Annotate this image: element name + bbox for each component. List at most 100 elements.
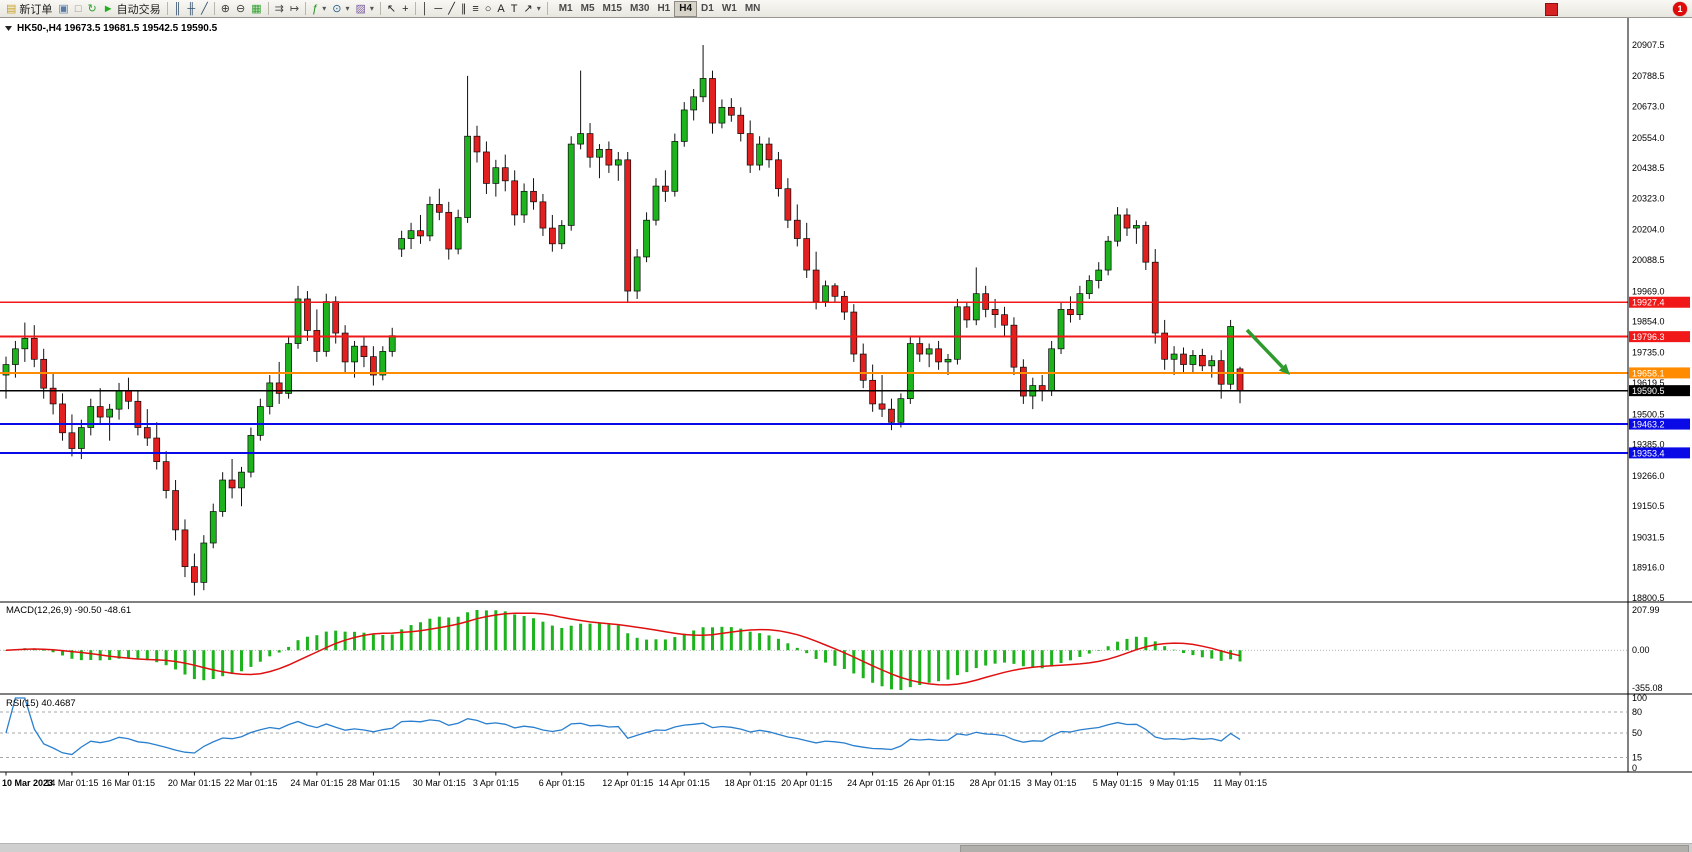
- macd-histogram-bar: [880, 650, 884, 687]
- periods-button[interactable]: ⊙ ▾: [329, 1, 352, 17]
- macd-histogram-bar: [758, 633, 762, 651]
- time-axis-label: 12 Apr 01:15: [602, 778, 653, 788]
- print-button[interactable]: ▣: [55, 1, 71, 17]
- candle-body: [1067, 309, 1074, 316]
- candle-body: [49, 387, 57, 405]
- arrows-button[interactable]: ↗ ▾: [520, 1, 543, 17]
- candle-body: [143, 427, 151, 439]
- timeframe-m1[interactable]: M1: [558, 2, 573, 14]
- line-chart-mode-button[interactable]: ╱: [198, 1, 211, 17]
- h-scrollbar-thumb[interactable]: [960, 845, 1689, 852]
- bar-chart-icon: ║: [173, 2, 182, 15]
- timeframe-mn[interactable]: MN: [744, 2, 761, 14]
- zoom-out-button[interactable]: ⊖: [233, 1, 248, 17]
- notification-badge[interactable]: 1: [1673, 2, 1687, 16]
- candle-body: [435, 204, 443, 213]
- candle-body: [454, 217, 462, 250]
- candle-body: [793, 219, 801, 239]
- print-preview-button[interactable]: □: [72, 1, 85, 17]
- macd-histogram-bar: [1003, 650, 1007, 663]
- candle-body: [605, 148, 613, 166]
- candlestick-mode-button[interactable]: ╫: [184, 1, 198, 17]
- macd-histogram-bar: [767, 635, 771, 651]
- macd-histogram-bar: [1012, 650, 1016, 664]
- candle-body: [398, 238, 405, 250]
- candle-body: [520, 190, 528, 216]
- refresh-button[interactable]: ↻: [84, 1, 99, 17]
- candle-body: [982, 293, 990, 310]
- macd-histogram-bar: [126, 650, 130, 659]
- vertical-line-button[interactable]: │: [419, 1, 432, 17]
- candle-body: [87, 406, 95, 428]
- support-line-2-tag: [1629, 447, 1690, 459]
- macd-histogram-bar: [437, 616, 441, 651]
- macd-histogram-bar: [51, 650, 55, 653]
- timeframe-d1[interactable]: D1: [701, 2, 714, 14]
- candle-body: [718, 106, 726, 124]
- candle-body: [1095, 269, 1103, 281]
- price-axis-label: 19500.5: [1632, 409, 1665, 419]
- crosshair-button[interactable]: +: [399, 1, 411, 17]
- timeframe-m30[interactable]: M30: [629, 2, 650, 14]
- price-axis-label: 19854.0: [1632, 317, 1665, 327]
- price-axis-label: 19150.5: [1632, 501, 1665, 511]
- candle-body: [238, 471, 245, 489]
- rsi-label: RSI(15) 40.4687: [6, 698, 76, 709]
- horizontal-line-button[interactable]: ─: [431, 1, 445, 17]
- macd-histogram-bar: [305, 636, 309, 651]
- macd-histogram-bar: [61, 650, 65, 656]
- price-tag-label: 19658.1: [1632, 368, 1665, 378]
- chevron-down-icon: ▾: [345, 4, 350, 13]
- timeframe-h1[interactable]: H1: [657, 2, 671, 14]
- candle-body: [275, 382, 283, 394]
- red-square-icon[interactable]: [1545, 3, 1558, 16]
- price-axis[interactable]: 20907.5 20788.5 20673.0 20554.0 20438.5 20323…: [1629, 40, 1690, 603]
- price-axis-label: 19969.0: [1632, 286, 1665, 296]
- time-axis-label: 11 May 01:15: [1213, 778, 1267, 788]
- timeframe-w1[interactable]: W1: [721, 2, 737, 14]
- candle-body: [360, 345, 368, 358]
- fibonacci-button[interactable]: ≡: [469, 1, 481, 17]
- indicators-button[interactable]: ƒ ▾: [309, 1, 329, 17]
- zoom-in-button[interactable]: ⊕: [218, 1, 233, 17]
- new-order-button[interactable]: ▤ 新订单: [3, 1, 55, 17]
- macd-histogram-bar: [484, 610, 488, 651]
- macd-histogram-bar: [607, 624, 611, 651]
- tile-windows-button[interactable]: ▦: [248, 1, 264, 17]
- text-label-button[interactable]: T: [508, 1, 521, 17]
- timeframe-m5[interactable]: M5: [580, 2, 595, 14]
- timeframe-h4[interactable]: H4: [674, 0, 698, 17]
- macd-histogram-bar: [974, 650, 978, 669]
- shapes-button[interactable]: ○: [482, 1, 495, 17]
- one-click-trading-toggle[interactable]: [5, 26, 12, 31]
- auto-scroll-button[interactable]: ⇉: [272, 1, 287, 17]
- macd-histogram-bar: [381, 634, 385, 651]
- candle-body: [530, 190, 537, 203]
- templates-button[interactable]: ▨ ▾: [352, 1, 376, 17]
- trendline-button[interactable]: ╱: [445, 1, 458, 17]
- autotrading-button[interactable]: ► 自动交易: [100, 1, 164, 17]
- time-axis-label: 3 Apr 01:15: [473, 778, 519, 788]
- candle-body: [200, 542, 208, 583]
- chart-shift-button[interactable]: ↦: [287, 1, 302, 17]
- macd-histogram-bar: [984, 650, 988, 666]
- resistance-line-1-tag: [1629, 296, 1690, 308]
- macd-histogram-bar: [918, 650, 922, 686]
- timeframe-m15[interactable]: M15: [602, 2, 622, 14]
- candle-body: [304, 298, 311, 331]
- channel-button[interactable]: ∥: [458, 1, 470, 17]
- candle-body: [483, 151, 490, 184]
- candle-body: [68, 432, 76, 449]
- candle-body: [888, 408, 895, 423]
- toolbar-separator: [379, 2, 381, 15]
- macd-histogram-bar: [371, 634, 375, 651]
- macd-histogram-bar: [1116, 641, 1120, 651]
- macd-histogram-bar: [70, 650, 74, 659]
- h-scrollbar[interactable]: [0, 843, 1692, 852]
- bar-chart-mode-button[interactable]: ║: [171, 1, 185, 17]
- trend-arrow-annotation[interactable]: [1245, 328, 1290, 375]
- cursor-button[interactable]: ↖: [384, 1, 399, 17]
- candle-body: [558, 225, 566, 245]
- text-button[interactable]: A: [494, 1, 507, 17]
